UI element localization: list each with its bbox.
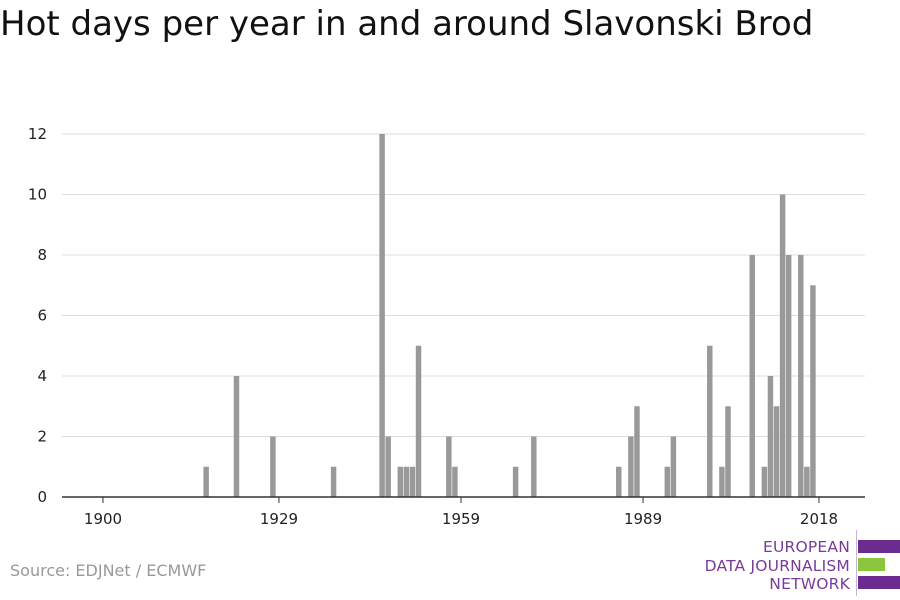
bar-1949[interactable] xyxy=(397,466,404,497)
bar-1951[interactable] xyxy=(409,466,416,497)
bar-2012[interactable] xyxy=(779,194,786,498)
bar-2003[interactable] xyxy=(725,406,731,497)
bar-1947[interactable] xyxy=(385,436,391,498)
x-tick-labels: 1900 1929 1959 1989 2018 xyxy=(84,497,838,528)
bar-1917[interactable] xyxy=(203,466,209,497)
logo-divider xyxy=(856,530,857,596)
bar-1994[interactable] xyxy=(670,436,677,498)
y-tick-labels: 0 2 4 6 8 10 12 xyxy=(28,125,47,506)
bar-1993[interactable] xyxy=(664,466,671,497)
bar-2010[interactable] xyxy=(767,376,774,497)
bar-1988[interactable] xyxy=(634,406,640,497)
x-tick-label: 1959 xyxy=(442,510,480,528)
bar-2016[interactable] xyxy=(804,466,810,497)
bar-2013[interactable] xyxy=(785,255,792,497)
bar-1950[interactable] xyxy=(403,466,410,497)
page-title: Hot days per year in and around Slavonsk… xyxy=(0,4,814,44)
bar-2000[interactable] xyxy=(707,345,713,497)
logo-line-2: DATA JOURNALISM xyxy=(704,556,850,575)
bar-1957[interactable] xyxy=(446,436,452,498)
bar-2015[interactable] xyxy=(798,255,804,497)
bar-1938[interactable] xyxy=(330,466,337,497)
bar-1968[interactable] xyxy=(512,466,519,497)
edjnet-logo: EUROPEAN DATA JOURNALISM NETWORK xyxy=(700,530,900,596)
bar-1958[interactable] xyxy=(452,466,458,497)
logo-bar-green xyxy=(858,558,885,571)
bar-1922[interactable] xyxy=(233,376,240,497)
source-note: Source: EDJNet / ECMWF xyxy=(10,561,207,580)
bar-2009[interactable] xyxy=(761,466,768,497)
bar-2011[interactable] xyxy=(773,406,780,497)
bar-2017[interactable] xyxy=(810,285,816,497)
y-tick-label: 0 xyxy=(37,488,47,506)
logo-bar-purple-top xyxy=(858,540,900,553)
logo-text: EUROPEAN DATA JOURNALISM NETWORK xyxy=(705,538,850,594)
bar-2007[interactable] xyxy=(749,255,755,497)
y-tick-label: 8 xyxy=(37,246,47,264)
y-tick-label: 4 xyxy=(37,367,47,385)
bar-1985[interactable] xyxy=(616,466,622,497)
bar-1928[interactable] xyxy=(270,436,276,498)
logo-line-3: NETWORK xyxy=(769,575,850,593)
bar-2002[interactable] xyxy=(719,466,725,497)
x-tick-label: 1900 xyxy=(84,510,122,528)
y-tick-label: 2 xyxy=(37,428,47,446)
y-tick-label: 6 xyxy=(37,307,47,325)
y-tick-label: 12 xyxy=(28,125,47,143)
bars xyxy=(203,134,816,498)
x-tick-label: 2018 xyxy=(800,510,838,528)
bar-1946[interactable] xyxy=(379,134,385,497)
bar-1987[interactable] xyxy=(628,436,634,498)
x-tick-label: 1989 xyxy=(624,510,662,528)
bar-1952[interactable] xyxy=(415,345,422,497)
y-tick-label: 10 xyxy=(28,186,47,204)
logo-bar-purple-bottom xyxy=(858,576,900,589)
x-tick-label: 1929 xyxy=(260,510,298,528)
gridlines xyxy=(62,133,865,437)
logo-line-1: EUROPEAN xyxy=(762,538,850,556)
bar-1971[interactable] xyxy=(531,436,537,498)
